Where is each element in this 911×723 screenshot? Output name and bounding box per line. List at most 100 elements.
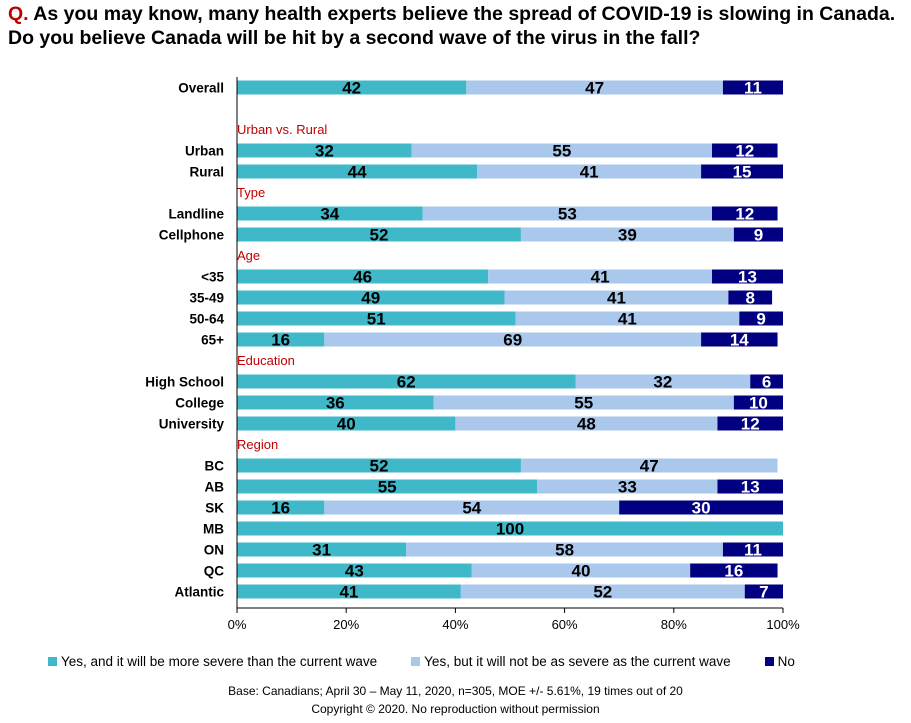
bar-rural-no [701, 164, 783, 179]
bar-high-school-no [750, 374, 783, 389]
data-label-high-school-yes_more: 62 [397, 373, 416, 392]
data-label-rural-no: 15 [733, 163, 752, 182]
data-label-on-yes_less: 58 [555, 541, 574, 560]
data-label-urban-yes_more: 32 [315, 142, 334, 161]
chart-title: Q. As you may know, many health experts … [8, 2, 908, 50]
bar-sk-yes_less [324, 500, 620, 515]
bar-university-no [717, 416, 783, 431]
row-label-cellphone: Cellphone [159, 228, 225, 243]
row-label-urban: Urban [185, 144, 224, 159]
data-label-cellphone-no: 9 [754, 226, 763, 245]
bar-college-yes_more [237, 395, 434, 410]
data-label-qc-yes_less: 40 [572, 562, 591, 581]
bar-50-64-yes_less [515, 311, 740, 326]
bar-on-no [722, 542, 783, 557]
bar-high-school-yes_more [237, 374, 576, 389]
bar-ab-yes_more [237, 479, 538, 494]
title-text: As you may know, many health experts bel… [8, 3, 896, 49]
stacked-bar-chart: Overall 42 47 11 Urban vs. Rural Urban 32 55 12 R… [145, 77, 800, 632]
data-label-atlantic-yes_less: 52 [593, 583, 612, 602]
bar-atlantic-yes_more [237, 584, 461, 599]
bar-overall-yes_more [237, 80, 467, 95]
data-label-sk-no: 30 [692, 499, 711, 518]
group-header-region: Region [237, 437, 278, 452]
bar-35-49-yes_less [504, 290, 729, 305]
row-label-atlantic: Atlantic [174, 585, 224, 600]
data-label-on-no: 11 [744, 541, 762, 560]
data-label-university-no: 12 [741, 415, 760, 434]
data-label-50-64-yes_less: 41 [618, 310, 637, 329]
data-label-college-yes_more: 36 [326, 394, 345, 413]
row-label-high-school: High School [145, 375, 224, 390]
legend-swatch-no [764, 657, 774, 666]
data-label-50-64-yes_more: 51 [367, 310, 386, 329]
row-label-35: <35 [201, 270, 224, 285]
bar-ab-no [717, 479, 783, 494]
data-label-high-school-yes_less: 32 [653, 373, 672, 392]
data-label-urban-yes_less: 55 [552, 142, 571, 161]
bar-landline-no [712, 206, 778, 221]
group-header-urban-vs-rural: Urban vs. Rural [237, 122, 327, 137]
data-label-mb-yes_more: 100 [496, 520, 524, 539]
row-label-overall: Overall [178, 81, 224, 96]
bar-urban-yes_less [411, 143, 713, 158]
legend-item-no: No [764, 654, 795, 669]
data-label-ab-no: 13 [741, 478, 760, 497]
bar-cellphone-yes_less [520, 227, 734, 242]
legend-swatch-yes-more [48, 657, 57, 666]
bar-cellphone-no [733, 227, 783, 242]
bar-cellphone-yes_more [237, 227, 521, 242]
legend-label-no: No [777, 654, 795, 669]
bar-on-yes_more [237, 542, 407, 557]
chart-legend: Yes, and it will be more severe than the… [48, 654, 829, 669]
bar-mb-yes_more [237, 521, 783, 536]
legend-item-yes-more: Yes, and it will be more severe than the… [48, 654, 377, 669]
bar-50-64-no [739, 311, 783, 326]
data-label-bc-yes_more: 52 [369, 457, 388, 476]
data-label-rural-yes_more: 44 [348, 163, 367, 182]
bar-35-49-no [728, 290, 773, 305]
legend-label-yes-less: Yes, but it will not be as severe as the… [424, 654, 731, 669]
row-label-college: College [175, 396, 224, 411]
bar-sk-yes_more [237, 500, 325, 515]
row-label-50-64: 50-64 [189, 312, 224, 327]
data-label-65-yes_more: 16 [271, 331, 290, 350]
bar-65-no [701, 332, 778, 347]
data-label-landline-yes_more: 34 [320, 205, 339, 224]
bar-on-yes_less [406, 542, 723, 557]
footer-base: Base: Canadians; April 30 – May 11, 2020… [228, 684, 683, 698]
row-label-rural: Rural [189, 165, 224, 180]
row-label-mb: MB [203, 522, 224, 537]
bar-qc-yes_less [471, 563, 691, 578]
data-label-35-yes_less: 41 [591, 268, 610, 287]
data-label-landline-no: 12 [735, 205, 754, 224]
bar-35-yes_more [237, 269, 489, 284]
bar-atlantic-yes_less [460, 584, 745, 599]
data-label-35-49-no: 8 [746, 289, 755, 308]
bar-urban-yes_more [237, 143, 412, 158]
data-label-atlantic-no: 7 [759, 583, 768, 602]
row-label-qc: QC [204, 564, 225, 579]
bar-sk-no [619, 500, 783, 515]
data-label-sk-yes_more: 16 [271, 499, 290, 518]
row-label-landline: Landline [168, 207, 224, 222]
data-label-65-no: 14 [730, 331, 749, 350]
data-label-rural-yes_less: 41 [580, 163, 599, 182]
legend-label-yes-more: Yes, and it will be more severe than the… [61, 654, 378, 669]
data-label-ab-yes_less: 33 [618, 478, 637, 497]
data-label-landline-yes_less: 53 [558, 205, 577, 224]
data-label-35-no: 13 [738, 268, 757, 287]
row-label-bc: BC [205, 459, 225, 474]
group-header-age: Age [237, 248, 260, 263]
row-label-ab: AB [205, 480, 225, 495]
data-label-overall-yes_less: 47 [585, 79, 604, 98]
row-label-sk: SK [205, 501, 224, 516]
bar-urban-no [712, 143, 778, 158]
data-label-college-no: 10 [749, 394, 768, 413]
bar-bc-yes_more [237, 458, 521, 473]
bar-landline-yes_less [422, 206, 713, 221]
bar-college-yes_less [433, 395, 734, 410]
data-label-high-school-no: 6 [762, 373, 771, 392]
bar-overall-no [722, 80, 783, 95]
data-label-university-yes_more: 40 [337, 415, 356, 434]
